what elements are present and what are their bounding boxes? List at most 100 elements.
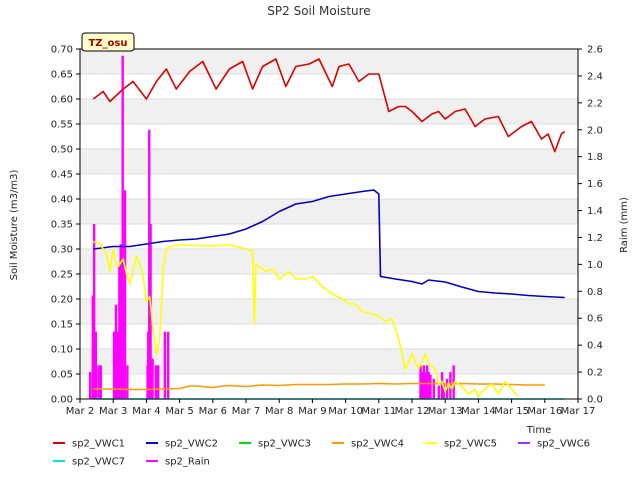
y2-tick-label: 2.0 <box>587 125 603 136</box>
y-tick-label: 0.00 <box>51 395 73 406</box>
y-tick-label: 0.65 <box>51 70 73 81</box>
y-tick-label: 0.15 <box>51 320 73 331</box>
x-tick-label: Mar 8 <box>265 406 293 417</box>
x-tick-label: Mar 5 <box>165 406 193 417</box>
y-tick-label: 0.10 <box>51 345 73 356</box>
rain-bar <box>166 331 170 399</box>
background-band <box>80 299 578 324</box>
background-band <box>80 249 578 274</box>
x-tick-label: Mar 16 <box>527 406 562 417</box>
x-tick-label: Mar 4 <box>132 406 160 417</box>
legend-label: sp2_Rain <box>165 457 210 468</box>
axes-layer: 0.00 0.05 0.10 0.15 0.20 0.25 0.30 0.35 0.40 0.45… <box>51 45 603 418</box>
rain-bar <box>157 365 160 399</box>
y2-tick-label: 0.2 <box>587 368 603 379</box>
x-tick-label: Mar 10 <box>328 406 363 417</box>
x-tick-label: Mar 6 <box>199 406 227 417</box>
legend-label: sp2_VWC7 <box>72 457 125 468</box>
rain-bar <box>437 385 440 399</box>
y-tick-label: 0.35 <box>51 220 73 231</box>
rain-bar <box>440 372 444 399</box>
rain-bar <box>94 331 98 399</box>
rain-bar <box>432 378 435 399</box>
rain-bar <box>116 331 119 399</box>
y2-tick-label: 2.4 <box>587 71 603 82</box>
rain-bar <box>148 129 151 399</box>
y2-tick-label: 1.4 <box>587 206 603 217</box>
rain-bar <box>424 372 427 399</box>
y2-tick-label: 1.2 <box>587 233 603 244</box>
legend-label: sp2_VWC1 <box>72 439 125 450</box>
rain-bar <box>422 365 426 399</box>
y2-tick-label: 0.8 <box>587 287 603 298</box>
y2-tick-label: 2.2 <box>587 98 603 109</box>
x-axis-label: Time <box>526 425 551 436</box>
rain-bar <box>419 365 422 399</box>
y2-tick-label: 2.6 <box>587 45 603 56</box>
y-tick-label: 0.60 <box>51 95 73 106</box>
y-tick-label: 0.20 <box>51 295 73 306</box>
series-line-sp2_VWC4 <box>93 382 545 391</box>
x-tick-label: Mar 14 <box>461 406 496 417</box>
y2-tick-label: 0.6 <box>587 314 603 325</box>
rain-bar <box>118 264 121 399</box>
x-tick-label: Mar 11 <box>361 406 396 417</box>
chart-title: SP2 Soil Moisture <box>267 4 370 18</box>
y2-tick-label: 1.0 <box>587 260 603 271</box>
series-line-sp2_VWC1 <box>92 58 566 153</box>
rain-bar <box>429 374 432 399</box>
background-band <box>80 149 578 174</box>
background-band <box>80 49 578 74</box>
y2-axis-label: Raim (mm) <box>619 197 630 253</box>
x-tick-label: Mar 3 <box>99 406 127 417</box>
rain-bar <box>92 224 96 399</box>
rain-bar <box>119 244 122 399</box>
y2-tick-label: 0.4 <box>587 341 603 352</box>
rain-bar <box>88 372 92 399</box>
site-label-badge: TZ_osu <box>81 32 135 52</box>
rain-bar <box>121 55 124 399</box>
x-tick-label: Mar 17 <box>561 406 596 417</box>
legend: sp2_VWC1 sp2_VWC2 sp2_VWC3 sp2_VWC4 sp2_VWC5… <box>53 439 590 468</box>
series-line-sp2_VWC2 <box>93 189 565 299</box>
background-band <box>80 199 578 224</box>
rain-bar <box>452 365 455 399</box>
rain-bar <box>126 365 129 399</box>
rain-bar <box>151 358 154 399</box>
y-tick-label: 0.55 <box>51 120 73 131</box>
series-line-sp2_VWC5 <box>93 240 519 398</box>
rain-bar <box>99 365 102 399</box>
x-tick-label: Mar 15 <box>494 406 529 417</box>
rain-bar <box>442 382 445 399</box>
rain-bar <box>154 365 158 399</box>
y-tick-label: 0.50 <box>51 145 73 156</box>
y2-tick-label: 1.6 <box>587 179 603 190</box>
y-axis-label: Soil Moisture (m3/m3) <box>9 170 20 281</box>
x-tick-label: Mar 13 <box>428 406 463 417</box>
rain-bars-layer <box>88 55 455 399</box>
rain-bar <box>123 190 127 399</box>
rain-bar <box>163 331 167 399</box>
legend-label: sp2_VWC2 <box>165 439 218 450</box>
background-bands <box>80 49 578 374</box>
site-label-text: TZ_osu <box>88 38 127 49</box>
y-tick-label: 0.30 <box>51 245 73 256</box>
rain-bar <box>97 365 100 399</box>
x-tick-label: Mar 2 <box>66 406 94 417</box>
rain-bar <box>114 304 118 399</box>
y-tick-label: 0.45 <box>51 170 73 181</box>
rain-bar <box>425 365 429 399</box>
legend-label: sp2_VWC3 <box>258 439 311 450</box>
rain-bar <box>420 372 424 399</box>
legend-label: sp2_VWC6 <box>537 439 590 450</box>
rain-bar <box>427 372 430 399</box>
background-band <box>80 349 578 374</box>
x-tick-label: Mar 12 <box>395 406 430 417</box>
site-label-box <box>81 32 135 52</box>
legend-label: sp2_VWC4 <box>351 439 404 450</box>
legend-label: sp2_VWC5 <box>444 439 497 450</box>
y-tick-label: 0.70 <box>51 45 73 56</box>
y-tick-label: 0.05 <box>51 370 73 381</box>
y2-tick-label: 1.8 <box>587 152 603 163</box>
